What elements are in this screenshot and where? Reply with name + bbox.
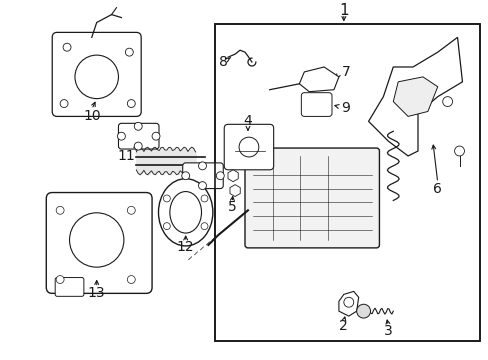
Ellipse shape (158, 179, 212, 246)
Bar (215, 24, 479, 341)
Circle shape (152, 132, 160, 140)
Text: 1: 1 (338, 3, 348, 18)
Bar (215, 24, 479, 341)
FancyBboxPatch shape (183, 163, 223, 189)
Text: 5: 5 (227, 201, 236, 214)
Circle shape (239, 137, 258, 157)
FancyBboxPatch shape (46, 193, 152, 293)
Circle shape (163, 195, 170, 202)
Text: 4: 4 (243, 114, 252, 129)
Polygon shape (338, 291, 358, 316)
Circle shape (117, 132, 125, 140)
Circle shape (63, 43, 71, 51)
Circle shape (182, 172, 189, 180)
FancyBboxPatch shape (301, 93, 331, 116)
Circle shape (127, 206, 135, 214)
Text: 7: 7 (341, 65, 349, 79)
Circle shape (127, 100, 135, 108)
Circle shape (60, 100, 68, 108)
Polygon shape (368, 37, 462, 156)
Circle shape (125, 48, 133, 56)
Ellipse shape (69, 213, 123, 267)
FancyBboxPatch shape (224, 124, 273, 170)
Circle shape (134, 142, 142, 150)
Circle shape (75, 55, 118, 99)
Text: 11: 11 (117, 149, 135, 163)
Text: 10: 10 (83, 109, 101, 123)
Text: 12: 12 (177, 240, 194, 254)
Ellipse shape (169, 192, 201, 233)
Text: 8: 8 (218, 55, 227, 69)
Text: 6: 6 (432, 181, 441, 195)
Circle shape (201, 223, 207, 230)
Polygon shape (392, 77, 437, 116)
Text: 2: 2 (339, 319, 347, 333)
Circle shape (127, 275, 135, 283)
Circle shape (201, 195, 207, 202)
FancyBboxPatch shape (244, 148, 379, 248)
Circle shape (56, 275, 64, 283)
Circle shape (216, 172, 224, 180)
FancyBboxPatch shape (55, 278, 83, 296)
FancyBboxPatch shape (118, 123, 159, 149)
Text: 9: 9 (341, 100, 349, 114)
Circle shape (343, 297, 353, 307)
Text: 13: 13 (88, 286, 105, 300)
Polygon shape (299, 67, 338, 92)
Circle shape (454, 146, 464, 156)
Circle shape (198, 182, 206, 190)
Circle shape (442, 96, 452, 107)
Circle shape (134, 122, 142, 130)
Circle shape (56, 206, 64, 214)
Circle shape (198, 162, 206, 170)
Circle shape (163, 223, 170, 230)
Text: 3: 3 (383, 324, 392, 338)
FancyBboxPatch shape (52, 32, 141, 116)
Circle shape (356, 304, 370, 318)
